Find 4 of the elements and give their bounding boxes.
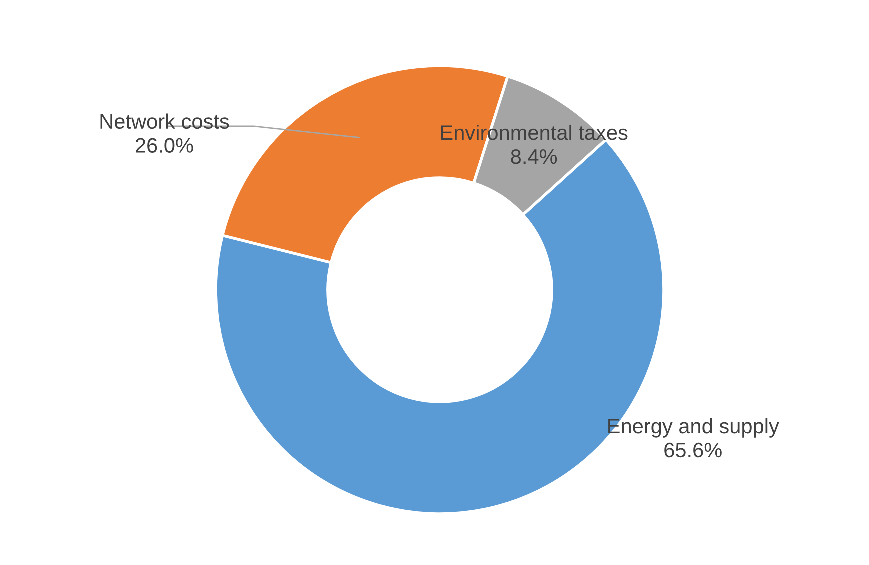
data-label: 26.0% xyxy=(136,138,194,154)
data-label: 65.6% xyxy=(664,442,722,458)
slice-label: Network costs xyxy=(100,114,230,130)
data-label: 8.4% xyxy=(511,149,558,164)
